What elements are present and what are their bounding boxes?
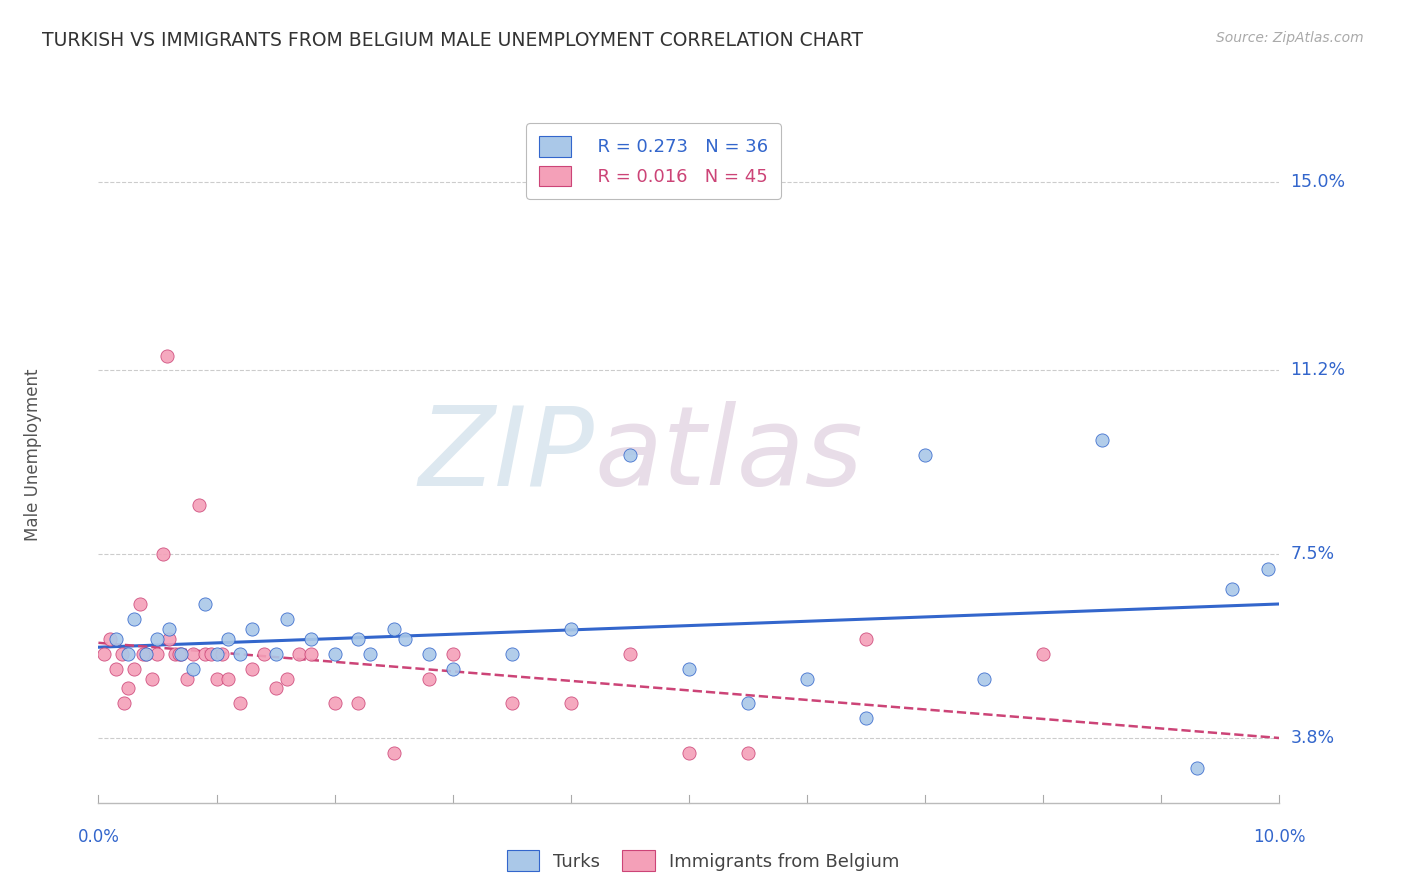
Point (170, 647, 193, 661)
Point (394, 632, 416, 646)
Point (111, 647, 134, 661)
Point (914, 448, 936, 462)
Point (299, 647, 322, 661)
Point (181, 662, 204, 676)
Point (105, 632, 128, 646)
Point (347, 632, 370, 646)
Point (253, 647, 276, 661)
Point (135, 647, 157, 661)
Point (796, 672, 818, 686)
Point (855, 711, 877, 725)
Point (347, 697, 370, 711)
Point (132, 647, 155, 661)
Point (737, 746, 759, 760)
Point (187, 498, 209, 512)
Point (1257, 562, 1279, 576)
Point (112, 697, 135, 711)
Point (501, 697, 523, 711)
Point (619, 647, 641, 661)
Point (165, 647, 187, 661)
Point (560, 622, 582, 636)
Text: ZIP: ZIP (419, 401, 595, 508)
Point (240, 662, 263, 676)
Point (359, 647, 381, 661)
Point (176, 672, 198, 686)
Point (205, 672, 228, 686)
Point (264, 681, 287, 696)
Text: 0.0%: 0.0% (77, 828, 120, 846)
Point (170, 647, 193, 661)
Point (122, 662, 145, 676)
Point (299, 632, 322, 646)
Point (122, 612, 145, 626)
Point (619, 448, 641, 462)
Point (194, 597, 217, 611)
Point (1091, 433, 1114, 447)
Point (152, 547, 174, 561)
Point (418, 672, 440, 686)
Point (194, 647, 217, 661)
Text: 15.0%: 15.0% (1291, 172, 1346, 191)
Point (441, 647, 464, 661)
Point (323, 647, 346, 661)
Point (737, 697, 759, 711)
Point (211, 647, 233, 661)
Point (141, 672, 163, 686)
Point (205, 647, 228, 661)
Point (93, 647, 115, 661)
Point (181, 647, 204, 661)
Point (1185, 761, 1208, 775)
Text: 3.8%: 3.8% (1291, 729, 1334, 747)
Point (128, 597, 150, 611)
Point (156, 349, 179, 363)
Point (217, 672, 239, 686)
Legend:   R = 0.273   N = 36,   R = 0.016   N = 45: R = 0.273 N = 36, R = 0.016 N = 45 (526, 123, 780, 199)
Text: Male Unemployment: Male Unemployment (24, 368, 42, 541)
Point (382, 746, 405, 760)
Point (217, 632, 239, 646)
Point (501, 647, 523, 661)
Text: Source: ZipAtlas.com: Source: ZipAtlas.com (1216, 31, 1364, 45)
Point (418, 647, 440, 661)
Point (441, 662, 464, 676)
Point (678, 746, 700, 760)
Text: TURKISH VS IMMIGRANTS FROM BELGIUM MALE UNEMPLOYMENT CORRELATION CHART: TURKISH VS IMMIGRANTS FROM BELGIUM MALE … (42, 31, 863, 50)
Point (146, 632, 169, 646)
Point (157, 622, 180, 636)
Point (1032, 647, 1054, 661)
Point (157, 632, 180, 646)
Point (382, 622, 405, 636)
Point (167, 647, 190, 661)
Point (98, 632, 121, 646)
Point (229, 697, 252, 711)
Point (264, 647, 287, 661)
Point (323, 697, 346, 711)
Point (1220, 582, 1243, 596)
Point (146, 647, 169, 661)
Text: 7.5%: 7.5% (1291, 545, 1334, 564)
Point (855, 632, 877, 646)
Point (276, 672, 298, 686)
Point (240, 622, 263, 636)
Point (200, 647, 222, 661)
Point (288, 647, 311, 661)
Point (973, 672, 995, 686)
Legend: Turks, Immigrants from Belgium: Turks, Immigrants from Belgium (499, 843, 907, 879)
Point (678, 662, 700, 676)
Point (117, 647, 139, 661)
Point (276, 612, 298, 626)
Point (560, 697, 582, 711)
Point (105, 662, 128, 676)
Point (117, 681, 139, 696)
Text: 10.0%: 10.0% (1253, 828, 1306, 846)
Point (229, 647, 252, 661)
Point (135, 647, 157, 661)
Text: 11.2%: 11.2% (1291, 361, 1346, 379)
Text: atlas: atlas (595, 401, 863, 508)
